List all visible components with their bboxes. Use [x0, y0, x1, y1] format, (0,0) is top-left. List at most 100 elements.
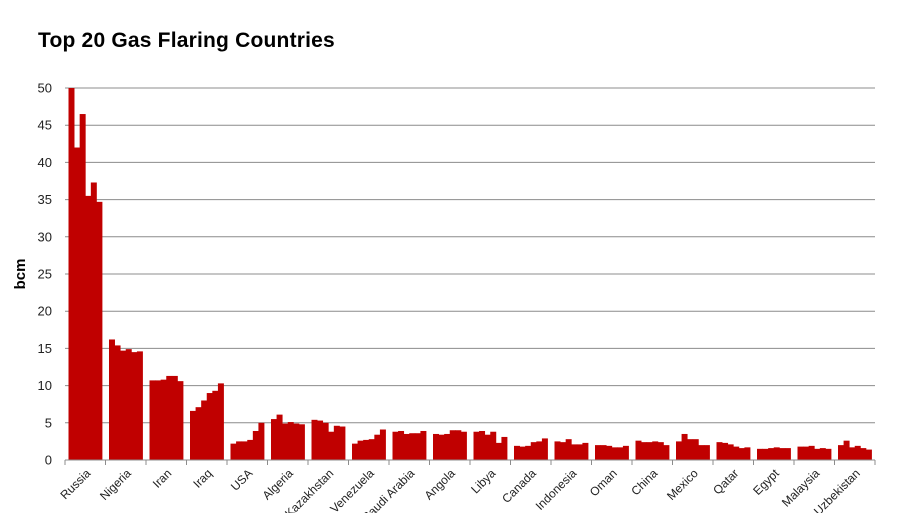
bar-group-usa: [230, 422, 265, 460]
bar: [114, 345, 121, 460]
bar: [825, 448, 832, 460]
bar: [166, 375, 173, 460]
bar: [479, 430, 486, 460]
bar: [392, 431, 399, 460]
bar: [681, 433, 688, 460]
bar: [768, 448, 775, 460]
bar: [484, 434, 491, 460]
bar: [357, 440, 364, 460]
bar: [698, 445, 705, 460]
bar-group-uzbekistan: [838, 440, 872, 460]
x-tick-label: Qatar: [710, 466, 741, 497]
bar: [449, 430, 456, 460]
bar-group-malaysia: [797, 445, 832, 460]
x-tick-label: Iraq: [190, 466, 215, 491]
bar: [414, 433, 421, 460]
bar: [641, 442, 648, 460]
bar: [212, 390, 219, 460]
x-tick-label: Oman: [587, 466, 620, 499]
bar: [600, 445, 607, 460]
bar: [576, 444, 583, 460]
bar-group-libya: [473, 430, 508, 460]
bar: [247, 439, 254, 460]
bar: [444, 433, 451, 460]
bar: [582, 442, 589, 460]
bar: [722, 442, 729, 460]
bar: [136, 351, 143, 460]
bar: [530, 442, 537, 460]
x-tick-label: Nigeria: [97, 466, 134, 503]
bar-group-algeria: [271, 414, 305, 460]
bar: [797, 446, 804, 460]
y-axis-ticks: 0 5 10 15 20 25 30 35 40 45 50: [38, 81, 52, 468]
bar: [565, 439, 572, 460]
bar: [843, 440, 850, 460]
bar: [744, 447, 751, 460]
bar: [282, 423, 289, 460]
bar: [276, 414, 283, 460]
bar: [611, 447, 618, 460]
x-tick-label: Libya: [468, 466, 498, 496]
bar: [536, 441, 543, 460]
y-tick-label: 40: [38, 155, 52, 170]
bar: [865, 449, 872, 460]
gridlines: [65, 87, 875, 424]
y-tick-label: 35: [38, 192, 52, 207]
bar: [74, 147, 81, 460]
bar: [676, 441, 682, 460]
bar: [687, 439, 694, 460]
bar: [860, 448, 867, 460]
bar: [703, 445, 710, 460]
bar: [322, 422, 329, 460]
bar: [519, 446, 526, 460]
bar: [379, 429, 386, 460]
bar: [241, 441, 248, 460]
bar-group-oman: [595, 445, 629, 460]
bar: [501, 436, 508, 460]
x-tick-label: Egypt: [750, 466, 782, 498]
bar: [473, 431, 480, 460]
y-tick-label: 50: [38, 81, 52, 96]
bar: [68, 88, 75, 460]
bar: [96, 201, 103, 460]
bar: [109, 339, 115, 460]
bar: [617, 447, 624, 460]
bar: [455, 430, 462, 460]
y-tick-label: 10: [38, 378, 52, 393]
bar: [90, 182, 97, 461]
bar: [560, 442, 567, 460]
bar: [541, 438, 548, 460]
bar: [838, 445, 844, 460]
bar: [808, 445, 815, 460]
bar: [692, 439, 699, 460]
bar-group-iran: [149, 375, 184, 460]
x-tick-label: Iran: [150, 466, 175, 491]
y-axis-label: bcm: [12, 259, 29, 290]
x-tick-label: Canada: [499, 466, 539, 506]
bar: [814, 448, 821, 460]
bar-group-canada: [514, 438, 548, 460]
bar: [606, 445, 613, 460]
bar: [803, 446, 810, 460]
bar: [195, 407, 202, 460]
bar: [738, 448, 745, 460]
bar: [622, 445, 629, 460]
bar: [230, 443, 237, 460]
bar-group-venezuela: [352, 429, 386, 460]
bar: [352, 443, 358, 460]
bar-group-qatar: [716, 442, 751, 460]
bars: [68, 88, 872, 461]
bar-group-angola: [433, 430, 467, 460]
bar-group-russia: [68, 88, 103, 461]
x-tick-label: Russia: [58, 466, 94, 502]
x-tick-label: Algeria: [260, 466, 297, 503]
bar: [131, 352, 138, 460]
bar: [217, 383, 224, 460]
bar: [403, 433, 410, 460]
bar: [287, 422, 294, 460]
bar: [85, 195, 92, 460]
bar: [333, 425, 340, 460]
bar: [120, 350, 127, 460]
y-tick-label: 25: [38, 267, 52, 282]
